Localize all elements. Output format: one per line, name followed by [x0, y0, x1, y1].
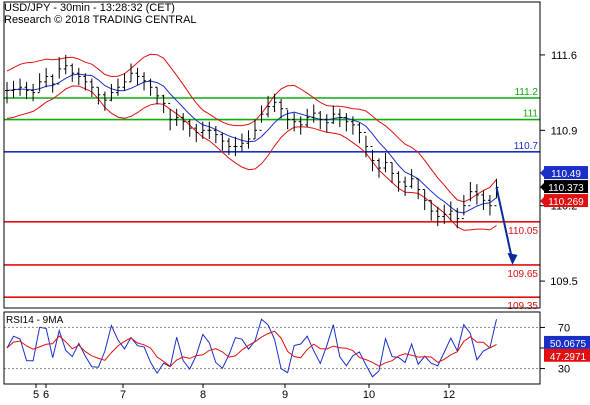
price-axis-label: 111.6	[551, 50, 577, 62]
price-tag-box	[544, 180, 588, 194]
price-panel-frame	[3, 1, 541, 309]
price-tag-label: 110.269	[548, 197, 584, 208]
rsi-line	[6, 318, 497, 378]
upper-band-line	[6, 53, 497, 203]
level-label-0: 111.2	[514, 87, 538, 98]
projection-arrow	[495, 187, 514, 262]
x-axis-label: 9	[282, 389, 288, 400]
price-tag-pointer	[540, 182, 545, 193]
price-tag-label: 110.49	[551, 169, 581, 180]
x-axis-label: 8	[200, 389, 206, 400]
price-tag-label: 110.373	[548, 183, 584, 194]
rsi-tag-box	[544, 335, 590, 349]
rsi-ma-line	[6, 330, 497, 367]
x-axis-label: 12	[443, 389, 455, 400]
rsi-axis-label: 70	[558, 322, 570, 334]
price-tag-pointer	[540, 168, 545, 179]
price-tag-pointer	[540, 196, 545, 207]
level-label-5: 109.35	[507, 301, 538, 312]
x-axis-label: 6	[43, 389, 49, 400]
price-layer: 111.2 111 110.7 110.05 109.65 109.35	[4, 53, 540, 312]
price-axis-label: 109.5	[550, 276, 578, 288]
level-label-4: 109.65	[507, 269, 538, 280]
level-label-3: 110.05	[508, 226, 538, 237]
x-axis-label: 10	[363, 389, 375, 400]
chart-title: USD/JPY - 30min - 13:28:32 (CET)	[4, 2, 175, 14]
chart-subtitle: Research © 2018 TRADING CENTRAL	[4, 14, 197, 26]
x-axis-label: 5	[33, 389, 39, 400]
price-tag-box	[544, 194, 588, 208]
x-axis-label: 7	[120, 389, 126, 400]
rsi-tag-box	[544, 348, 590, 362]
axes-layer: 109.5110.2110.9111.6110.49110.373110.269…	[3, 1, 590, 401]
rsi-title: RSI14 - 9MA	[6, 315, 64, 326]
projection-arrow-head	[507, 252, 518, 265]
rsi-axis-label: 30	[558, 364, 570, 376]
rsi-tag-label: 50.0675	[550, 339, 587, 350]
rsi-tag-label: 47.2971	[550, 352, 587, 363]
level-label-1: 111	[523, 109, 539, 120]
rsi-layer: RSI14 - 9MA	[4, 315, 540, 378]
price-axis-label: 110.9	[551, 125, 578, 137]
moving-average-line	[6, 73, 497, 214]
lower-band-line	[6, 85, 497, 231]
level-label-2: 110.7	[514, 141, 539, 152]
price-tag-box	[544, 166, 588, 180]
